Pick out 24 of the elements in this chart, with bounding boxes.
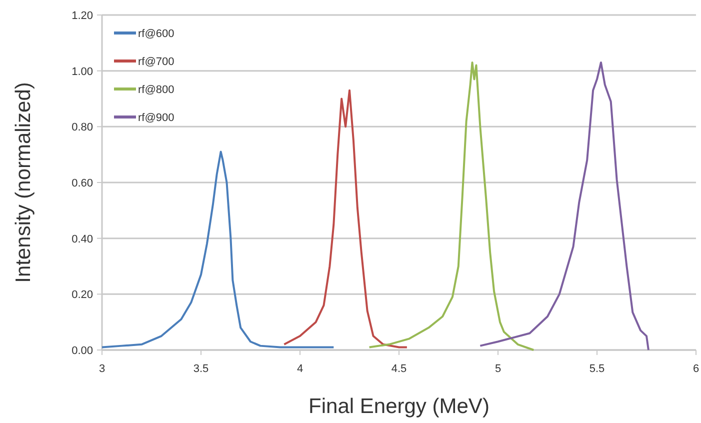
x-tick-label: 5.5 bbox=[589, 363, 605, 375]
legend-label: rf@900 bbox=[138, 112, 174, 124]
x-tick-label: 5 bbox=[494, 363, 502, 375]
y-tick-label: 0.00 bbox=[72, 345, 93, 357]
y-tick-label: 0.20 bbox=[72, 289, 93, 302]
y-tick-label: 1.00 bbox=[72, 66, 93, 78]
x-tick-label: 4.5 bbox=[391, 363, 407, 375]
y-tick-label: 0.60 bbox=[72, 178, 93, 190]
legend-label: rf@800 bbox=[138, 84, 174, 96]
legend-label: rf@700 bbox=[138, 56, 174, 68]
x-tick-label: 4 bbox=[296, 363, 304, 375]
x-tick-label: 3.5 bbox=[193, 363, 209, 375]
line-series bbox=[283, 89, 408, 348]
y-axis-title: Intensity (normalized) bbox=[12, 82, 35, 283]
y-tick-label: 0.40 bbox=[72, 233, 93, 246]
x-tick-label: 3 bbox=[98, 363, 106, 375]
y-tick-label: 1.20 bbox=[72, 10, 93, 22]
line-series bbox=[368, 61, 535, 351]
y-tick-label: 0.80 bbox=[72, 122, 93, 134]
line-series bbox=[479, 61, 650, 351]
legend-label: rf@600 bbox=[138, 28, 174, 40]
x-tick-label: 6 bbox=[692, 363, 700, 375]
line-series bbox=[101, 150, 335, 348]
x-axis-title: Final Energy (MeV) bbox=[308, 395, 490, 418]
